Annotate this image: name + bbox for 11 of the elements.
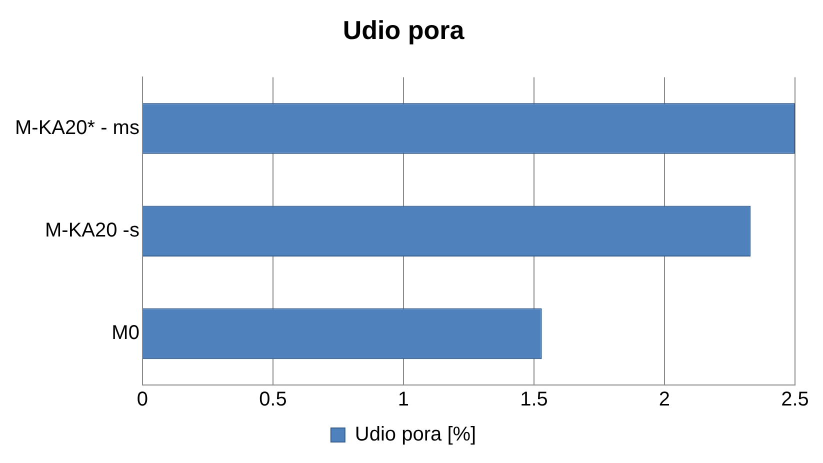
x-tick-label: 1.5 <box>520 388 548 411</box>
x-tick-label: 1 <box>398 388 410 411</box>
x-tick-label: 2 <box>658 388 670 411</box>
x-tick-label: 0 <box>136 388 148 411</box>
x-tick-label: 0.5 <box>259 388 287 411</box>
x-tick-label: 2.5 <box>781 388 809 411</box>
y-tick-label: M-KA20 -s <box>44 220 140 242</box>
legend-label: Udio pora [%] <box>354 424 476 446</box>
y-tick-label: M0 <box>112 322 140 344</box>
chart-title: Udio pora <box>342 14 465 45</box>
y-tick-label: M-KA20* - ms <box>14 117 140 140</box>
